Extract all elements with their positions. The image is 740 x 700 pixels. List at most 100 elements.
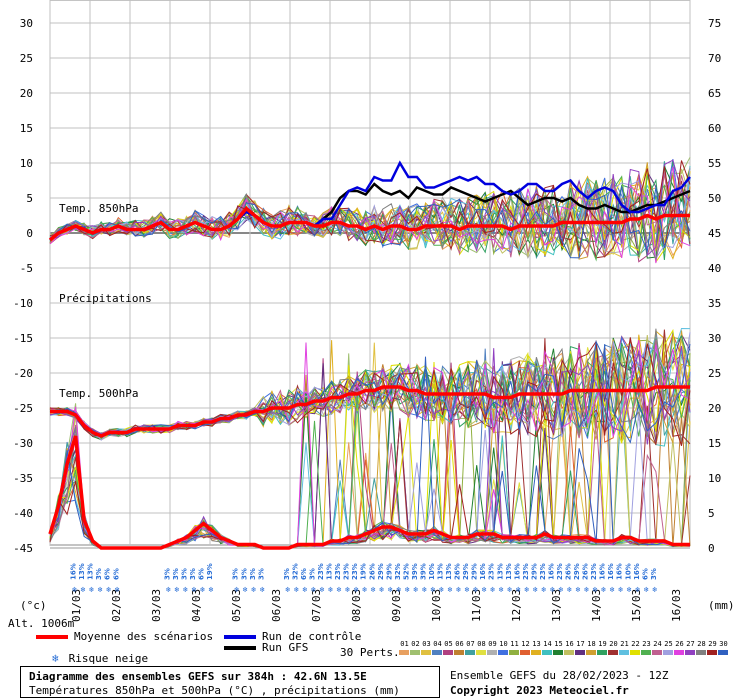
left-tick-label: 20 [20, 87, 33, 100]
pert-legend-item: 21 [619, 640, 630, 655]
pert-legend-swatch [553, 650, 563, 655]
pert-legend-swatch [465, 650, 475, 655]
pert-26-t850 [49, 166, 691, 264]
pert-legend-id: 13 [532, 640, 541, 648]
snow-risk-value: 13% [326, 563, 334, 580]
pert-legend-id: 19 [598, 640, 607, 648]
snow-risk-value: 19% [360, 563, 368, 580]
pert-legend-item: 25 [663, 640, 674, 655]
snow-risk-value: 23% [317, 563, 325, 580]
snowflake-icon: ❄ [567, 586, 573, 594]
pert-legend-item: 14 [542, 640, 553, 655]
snow-risk-value: 29% [573, 563, 581, 580]
snow-risk-value: 29% [385, 563, 393, 580]
pert-legend-id: 14 [543, 640, 552, 648]
snowflake-icon: ❄ [242, 586, 248, 594]
pert-legend-item: 08 [476, 640, 487, 655]
snowflake-icon: ❄ [421, 586, 427, 594]
x-tick-label: 16/03 [670, 589, 683, 622]
snow-risk-value: 3% [249, 568, 257, 580]
legend-control: Run de contrôle [224, 630, 361, 643]
x-axis-ticks: 01/03 02/03 03/03 04/03 05/03 06/03 07/03 08/03… [70, 589, 683, 622]
right-tick-label: 5 [708, 507, 715, 520]
left-tick-label: -20 [13, 367, 33, 380]
pert-legend-id: 17 [576, 640, 585, 648]
snowflake-icon: ❄ [387, 586, 393, 594]
legend-snow: ❄ Risque neige [52, 652, 148, 665]
snow-risk-value: 3% [172, 568, 180, 580]
snow-risk-value: 29% [462, 563, 470, 580]
main-series-lines [48, 160, 691, 550]
snowflake-icon: ❄ [430, 586, 436, 594]
snowflake-icon: ❄ [584, 586, 590, 594]
snowflake-icon: ❄ [541, 586, 547, 594]
snowflake-icon: ❄ [601, 586, 607, 594]
right-tick-label: 30 [708, 332, 721, 345]
snow-risk-value: 3% [163, 568, 171, 580]
snow-risk-value: 39% [419, 563, 427, 580]
snow-risk-value: 3% [283, 568, 291, 580]
mean-t500-line [50, 385, 690, 438]
legend-mean-swatch [36, 635, 68, 639]
snowflake-icon: ❄ [174, 586, 180, 594]
left-tick-label: 5 [26, 192, 33, 205]
pert-legend-swatch [487, 650, 497, 655]
pert-legend-item: 27 [685, 640, 696, 655]
left-unit-label: (°c) [20, 599, 47, 612]
pert-legend-swatch [663, 650, 673, 655]
pert-legend-swatch [476, 650, 486, 655]
pert-legend-id: 08 [477, 640, 486, 648]
left-axis-ticks: 30 25 20 15 10 5 0 -5 -10 -15 -20 -25 -30 -35 -40 -45 [13, 17, 33, 555]
snow-risk-value: 16% [607, 563, 615, 580]
snow-risk-value: 13% [445, 563, 453, 580]
right-tick-label: 35 [708, 297, 721, 310]
pert-legend-item: 18 [586, 640, 597, 655]
snowflake-icon: ❄ [114, 586, 120, 594]
right-tick-label: 20 [708, 402, 721, 415]
pert-legend-item: 15 [553, 640, 564, 655]
mean-t850-line [48, 206, 690, 242]
left-tick-label: -15 [13, 332, 33, 345]
snow-risk-value: 13% [87, 563, 95, 580]
pert-legend-swatch [597, 650, 607, 655]
snow-risk-row: ❄16%❄13%❄13%❄3%❄6%❄6%❄3%❄3%❄3%❄3%❄6%❄19%… [70, 563, 658, 594]
snow-risk-value: 13% [437, 563, 445, 580]
snowflake-icon: ❄ [439, 586, 445, 594]
right-tick-label: 65 [708, 87, 721, 100]
snowflake-icon: ❄ [473, 586, 479, 594]
legend-mean-label: Moyenne des scénarios [74, 630, 214, 643]
x-tick-label: 08/03 [350, 589, 363, 622]
pert-legend-swatch [443, 650, 453, 655]
snowflake-icon: ❄ [635, 586, 641, 594]
snowflake-icon: ❄ [251, 586, 257, 594]
pert-legend-swatch [641, 650, 651, 655]
pert-legend-item: 23 [641, 640, 652, 655]
snow-risk-value: 6% [641, 568, 649, 580]
label-t500: Temp. 500hPa [59, 387, 138, 400]
pert-legend-item: 30 [718, 640, 729, 655]
snowflake-icon: ❄ [234, 586, 240, 594]
snowflake-icon: ❄ [106, 586, 112, 594]
snow-risk-value: 6% [300, 568, 308, 580]
chart-grid [49, 0, 691, 549]
snowflake-icon: ❄ [302, 586, 308, 594]
snowflake-icon: ❄ [609, 586, 615, 594]
legend-snow-label: Risque neige [68, 652, 149, 665]
x-tick-label: 10/03 [430, 589, 443, 622]
legend-gfs-swatch [224, 646, 256, 650]
pert-legend-item: 20 [608, 640, 619, 655]
snow-risk-value: 23% [539, 563, 547, 580]
pert-legend-swatch [564, 650, 574, 655]
x-tick-label: 04/03 [190, 589, 203, 622]
snow-risk-value: 3% [95, 568, 103, 580]
snowflake-icon: ❄ [362, 586, 368, 594]
pert-legend-swatch [498, 650, 508, 655]
legend-control-label: Run de contrôle [262, 630, 362, 643]
left-tick-label: 0 [26, 227, 33, 240]
pert-legend-id: 09 [488, 640, 497, 648]
snowflake-icon: ❄ [498, 586, 504, 594]
pert-legend-swatch [696, 650, 706, 655]
pert-30-t850 [49, 186, 691, 259]
snow-risk-value: 23% [556, 563, 564, 580]
snowflake-icon: ❄ [575, 586, 581, 594]
